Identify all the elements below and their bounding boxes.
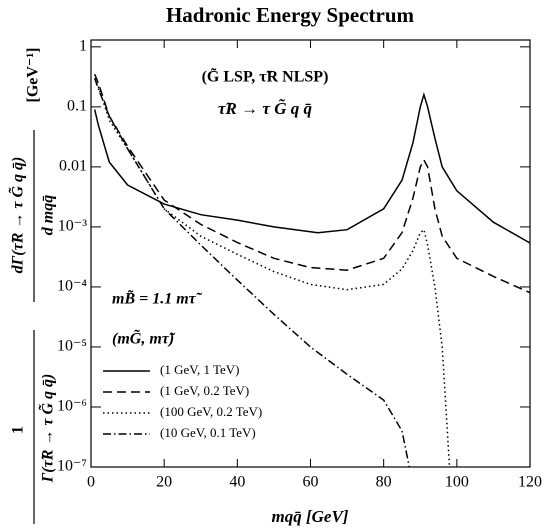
annotation: mB̃ = 1.1 mτ̃ xyxy=(112,289,203,308)
y-tick-label: 0.01 xyxy=(59,158,87,175)
y-tick-label: 1 xyxy=(79,38,87,55)
y-label-part: [GeV⁻¹] xyxy=(25,48,42,103)
legend-label: (10 GeV, 0.1 TeV) xyxy=(160,425,256,440)
series-line xyxy=(93,77,411,468)
y-tick-label: 10⁻⁷ xyxy=(57,458,87,475)
legend-label: (1 GeV, 0.2 TeV) xyxy=(160,383,249,398)
y-tick-label: 0.1 xyxy=(67,98,87,115)
x-tick-label: 20 xyxy=(156,474,172,491)
legend-label: (100 GeV, 0.2 TeV) xyxy=(160,404,262,419)
annotation: τ̃R → τ G̃ q q̄ xyxy=(218,99,312,118)
legend-label: (1 GeV, 1 TeV) xyxy=(160,362,240,377)
annotation: (G̃ LSP, τ̃R NLSP) xyxy=(202,66,329,86)
y-label-part: Γ(τ̃R → τ G̃ q q̄) xyxy=(38,374,57,484)
y-label-part: dΓ(τ̃R → τ G̃ q q̄) xyxy=(8,157,27,274)
chart-title: Hadronic Energy Spectrum xyxy=(166,3,415,27)
y-tick-label: 10⁻⁵ xyxy=(57,338,87,355)
x-tick-label: 120 xyxy=(518,474,542,491)
series-line xyxy=(94,73,531,294)
y-axis-label: 1 Γ(τ̃R → τ G̃ q q̄) dΓ(τ̃R → τ G̃ q q̄)… xyxy=(8,48,57,524)
series-line xyxy=(94,77,451,468)
x-axis-label: mqq̄ [GeV] xyxy=(272,507,349,526)
annotation: (mG̃, mτ̃) xyxy=(112,329,176,348)
x-tick-label: 60 xyxy=(303,474,319,491)
y-tick-label: 10⁻⁴ xyxy=(57,278,87,295)
series-line xyxy=(93,91,531,244)
x-tick-label: 0 xyxy=(87,474,95,491)
x-tick-label: 80 xyxy=(376,474,392,491)
y-tick-label: 10⁻⁶ xyxy=(57,398,87,415)
x-tick-label: 40 xyxy=(229,474,245,491)
y-label-part: 1 xyxy=(10,426,27,434)
y-label-part: d mqq̄ xyxy=(40,195,57,235)
y-tick-label: 10⁻³ xyxy=(58,218,87,235)
x-tick-label: 100 xyxy=(445,474,469,491)
